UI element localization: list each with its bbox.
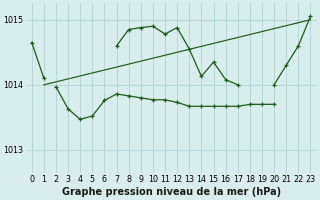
X-axis label: Graphe pression niveau de la mer (hPa): Graphe pression niveau de la mer (hPa)	[61, 187, 281, 197]
